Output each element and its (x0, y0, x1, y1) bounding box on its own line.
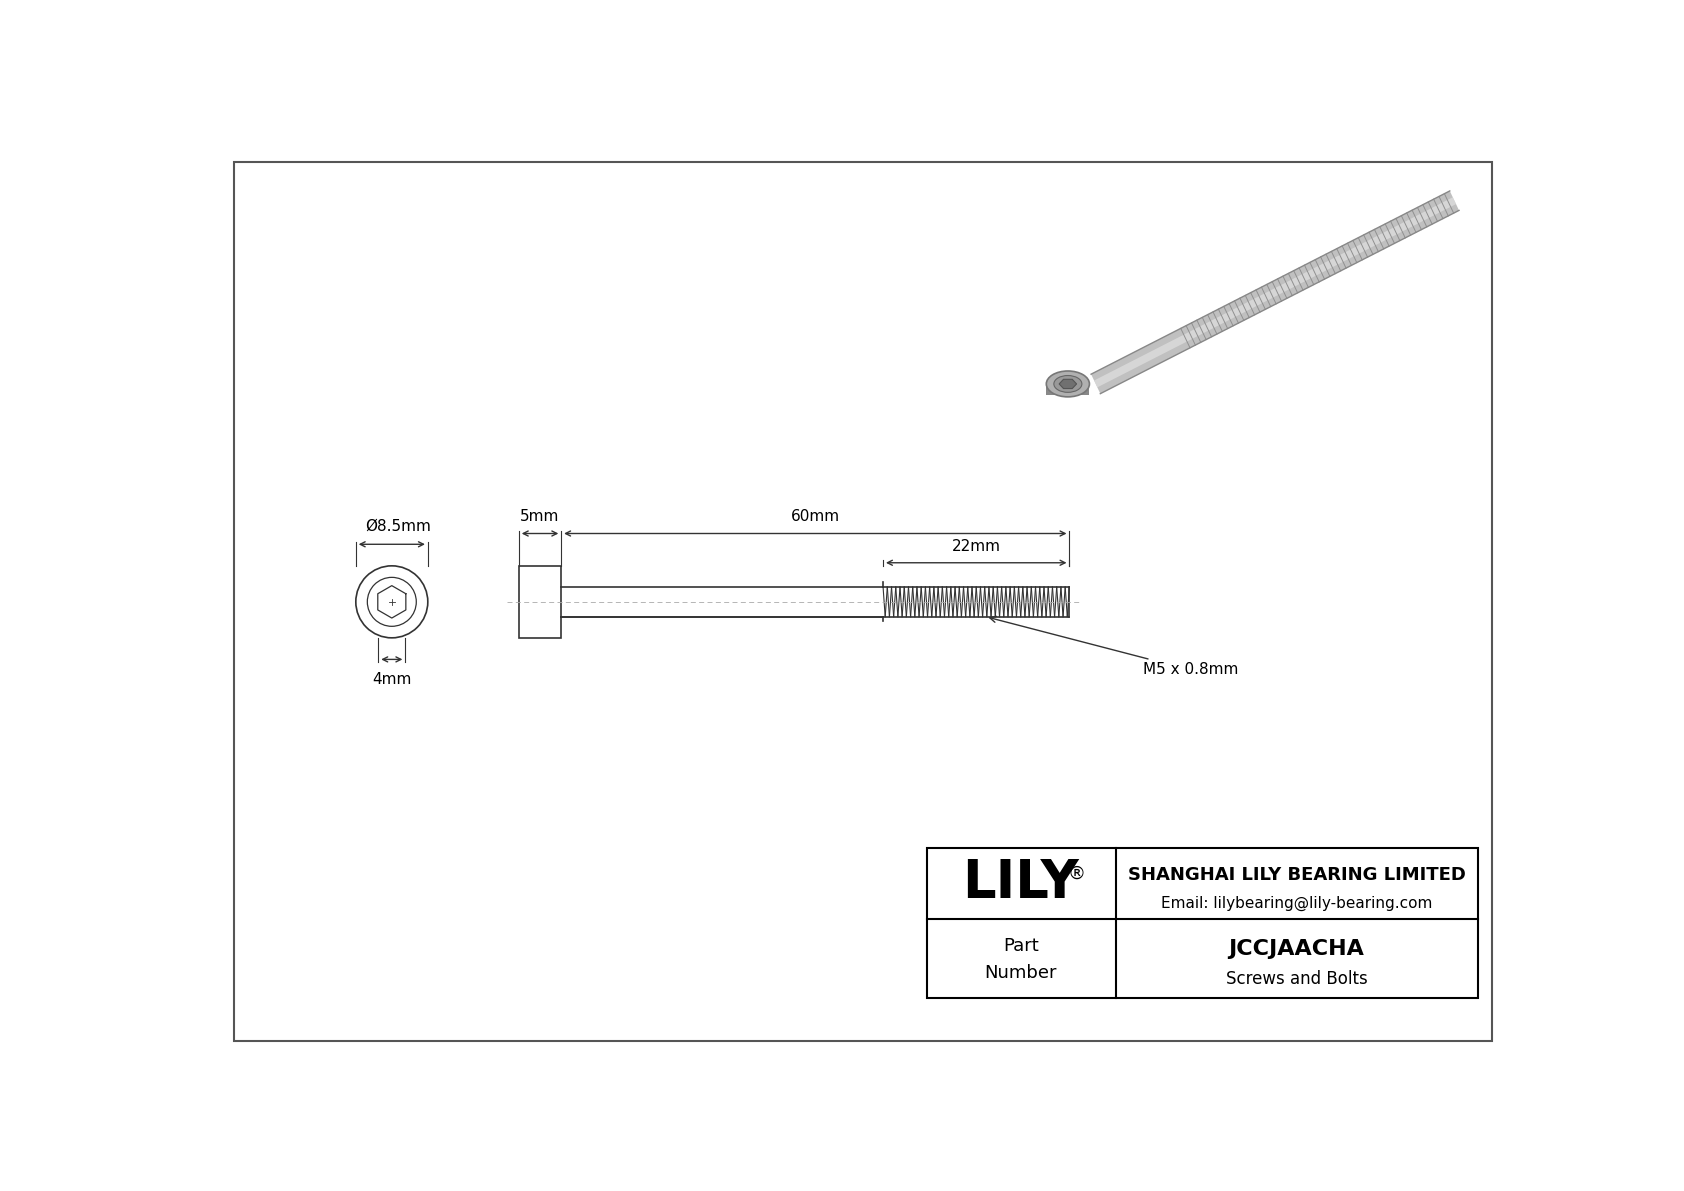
Text: JCCJAACHA: JCCJAACHA (1229, 939, 1364, 959)
Text: 4mm: 4mm (372, 672, 411, 687)
Text: 5mm: 5mm (520, 510, 559, 524)
Bar (926, 848, 1477, 998)
Text: Part
Number: Part Number (985, 937, 1058, 981)
Text: LILY: LILY (963, 856, 1079, 909)
Polygon shape (1059, 379, 1076, 388)
Text: Screws and Bolts: Screws and Bolts (1226, 969, 1367, 987)
Text: 22mm: 22mm (951, 538, 1000, 554)
Text: Ø8.5mm: Ø8.5mm (365, 518, 431, 534)
Circle shape (355, 566, 428, 638)
Ellipse shape (1046, 370, 1090, 397)
Polygon shape (1091, 191, 1458, 394)
Text: 60mm: 60mm (791, 510, 840, 524)
Polygon shape (1095, 198, 1457, 387)
Text: ®: ® (1068, 865, 1086, 883)
Ellipse shape (1054, 375, 1081, 392)
Text: SHANGHAI LILY BEARING LIMITED: SHANGHAI LILY BEARING LIMITED (1128, 866, 1465, 884)
Text: Email: lilybearing@lily-bearing.com: Email: lilybearing@lily-bearing.com (1160, 896, 1433, 911)
Bar (519, 566, 561, 638)
Circle shape (367, 578, 416, 626)
Text: M5 x 0.8mm: M5 x 0.8mm (990, 616, 1238, 678)
Polygon shape (1046, 384, 1090, 394)
